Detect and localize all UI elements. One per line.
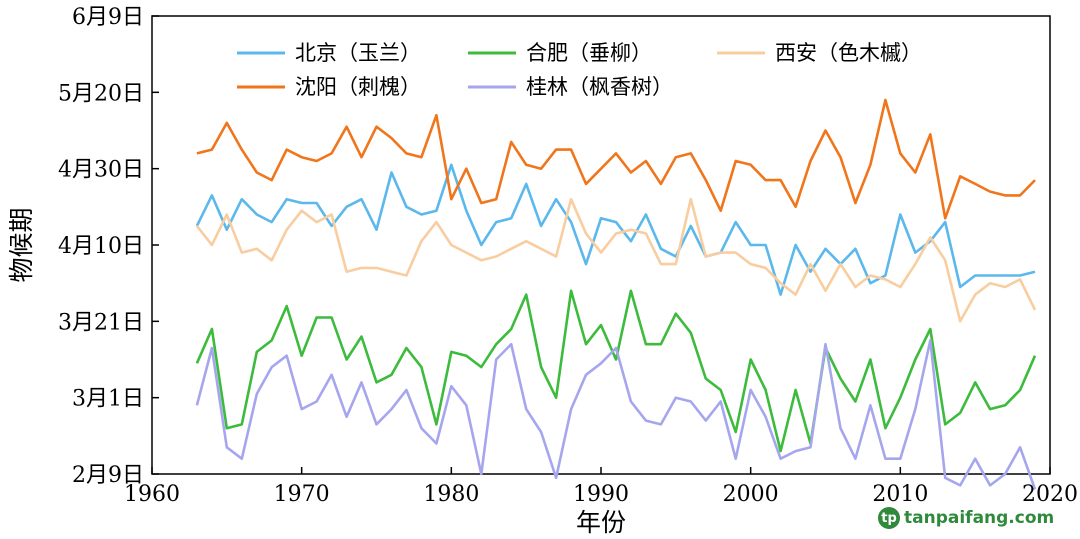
y-axis-title: 物候期 (7, 207, 36, 282)
x-axis-title: 年份 (576, 508, 626, 537)
series-line-1 (195, 289, 1037, 453)
legend: 北京（玉兰） 合肥（垂柳） 西安（色木槭） 沈阳（刺槐） 桂林（枫香树） (237, 41, 922, 99)
series-line-2 (195, 197, 1037, 323)
watermark-text: tanpaifang.com (904, 508, 1055, 528)
legend-label: 西安（色木槭） (775, 41, 922, 65)
x-tick-label: 1990 (573, 482, 629, 507)
x-tick-label: 1970 (274, 482, 330, 507)
y-tick-label: 4月30日 (58, 158, 144, 183)
y-tick-label: 4月10日 (58, 234, 144, 259)
legend-label: 桂林（枫香树） (526, 75, 673, 99)
x-tick-label: 1980 (423, 482, 479, 507)
x-tick-label: 1960 (124, 482, 180, 507)
y-tick-label: 6月9日 (72, 5, 144, 30)
legend-label: 北京（玉兰） (295, 41, 421, 65)
leaf-logo-icon: tp (878, 507, 900, 529)
y-tick-label: 3月1日 (72, 387, 144, 412)
x-tick-label: 2010 (872, 482, 928, 507)
series-line-0 (195, 163, 1036, 296)
x-tick-label: 2000 (723, 482, 779, 507)
x-tick-label: 2020 (1022, 482, 1078, 507)
series-line-4 (195, 339, 1037, 490)
y-tick-label: 5月20日 (58, 81, 144, 106)
legend-label: 合肥（垂柳） (526, 41, 652, 65)
y-axis: 2月9日 3月1日 3月21日 4月10日 4月30日 5月20日 6月9日 (58, 5, 159, 488)
series-lines (195, 98, 1037, 490)
y-tick-label: 2月9日 (72, 463, 144, 488)
x-axis: 1960 1970 1980 1990 2000 2010 2020 (124, 467, 1078, 507)
series-line-3 (196, 98, 1036, 220)
legend-label: 沈阳（刺槐） (295, 75, 421, 99)
watermark: tp tanpaifang.com (878, 505, 1054, 531)
y-tick-label: 3月21日 (58, 310, 144, 335)
